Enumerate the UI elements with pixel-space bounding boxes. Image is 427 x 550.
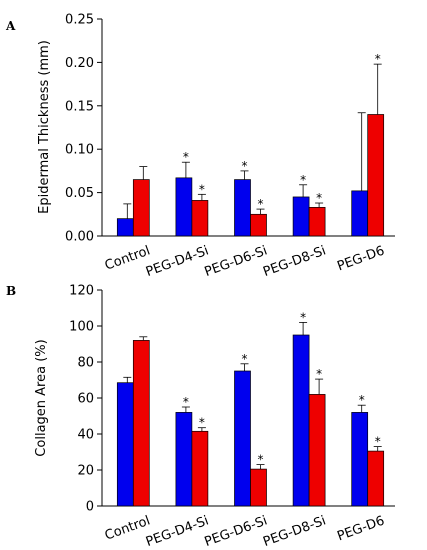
b-bar [352, 412, 368, 506]
b-y-tick-label: 20 [77, 464, 94, 479]
panel-a-letter: A [5, 19, 16, 33]
b-significance-marker: * [183, 395, 189, 409]
b-bar [192, 431, 208, 506]
a-bar [176, 178, 192, 236]
a-bar [117, 219, 133, 236]
b-significance-marker: * [258, 453, 264, 467]
b-bar [368, 451, 384, 506]
a-significance-marker: * [199, 182, 205, 196]
a-significance-marker: * [242, 159, 248, 173]
a-category-label: PEG-D4-Si [144, 243, 211, 280]
b-significance-marker: * [242, 352, 248, 366]
b-bar [309, 394, 325, 506]
b-y-tick-label: 40 [77, 428, 94, 443]
a-bar [309, 207, 325, 236]
b-bar [293, 335, 309, 506]
b-category-label: PEG-D8-Si [261, 513, 328, 550]
b-bar [251, 469, 267, 506]
a-bar [235, 180, 251, 236]
a-y-tick-label: 0.15 [65, 99, 94, 114]
b-category-label: PEG-D6 [335, 513, 386, 544]
a-bar [192, 200, 208, 236]
panel-a-chart: 0.000.050.100.150.200.25Control**PEG-D4-… [65, 13, 395, 280]
panel-b-y-axis-label: Collagen Area (%) [34, 339, 49, 456]
a-bar [133, 180, 149, 236]
b-significance-marker: * [359, 393, 365, 407]
b-bar [117, 383, 133, 506]
a-category-label: PEG-D8-Si [261, 243, 328, 280]
a-y-tick-label: 0.20 [65, 56, 94, 71]
a-category-label: PEG-D6 [335, 243, 386, 274]
a-significance-marker: * [258, 197, 264, 211]
a-bar [368, 114, 384, 236]
a-significance-marker: * [316, 191, 322, 205]
a-bar [352, 191, 368, 236]
a-category-label: PEG-D6-Si [203, 243, 270, 280]
panel-b-letter: B [6, 284, 16, 298]
b-y-tick-label: 100 [69, 320, 94, 335]
b-significance-marker: * [316, 367, 322, 381]
panel-b-chart: 020406080100120Control**PEG-D4-Si**PEG-D… [69, 284, 395, 550]
b-significance-marker: * [375, 435, 381, 449]
a-bar [293, 197, 309, 236]
b-y-tick-label: 60 [77, 392, 94, 407]
a-y-tick-label: 0.25 [65, 13, 94, 28]
panel-a-y-axis-label: Epidermal Thickness (mm) [37, 40, 52, 214]
a-significance-marker: * [300, 173, 306, 187]
a-significance-marker: * [375, 52, 381, 66]
b-category-label: PEG-D6-Si [203, 513, 270, 550]
a-y-tick-label: 0.10 [65, 143, 94, 158]
b-bar [133, 340, 149, 506]
a-y-tick-label: 0.05 [65, 186, 94, 201]
b-y-tick-label: 120 [69, 284, 94, 299]
a-bar [251, 214, 267, 236]
a-significance-marker: * [183, 150, 189, 164]
b-y-tick-label: 0 [86, 500, 94, 515]
b-category-label: PEG-D4-Si [144, 513, 211, 550]
b-significance-marker: * [300, 310, 306, 324]
a-y-tick-label: 0.00 [65, 230, 94, 245]
b-y-tick-label: 80 [77, 356, 94, 371]
b-significance-marker: * [199, 416, 205, 430]
b-bar [235, 371, 251, 506]
b-bar [176, 412, 192, 506]
